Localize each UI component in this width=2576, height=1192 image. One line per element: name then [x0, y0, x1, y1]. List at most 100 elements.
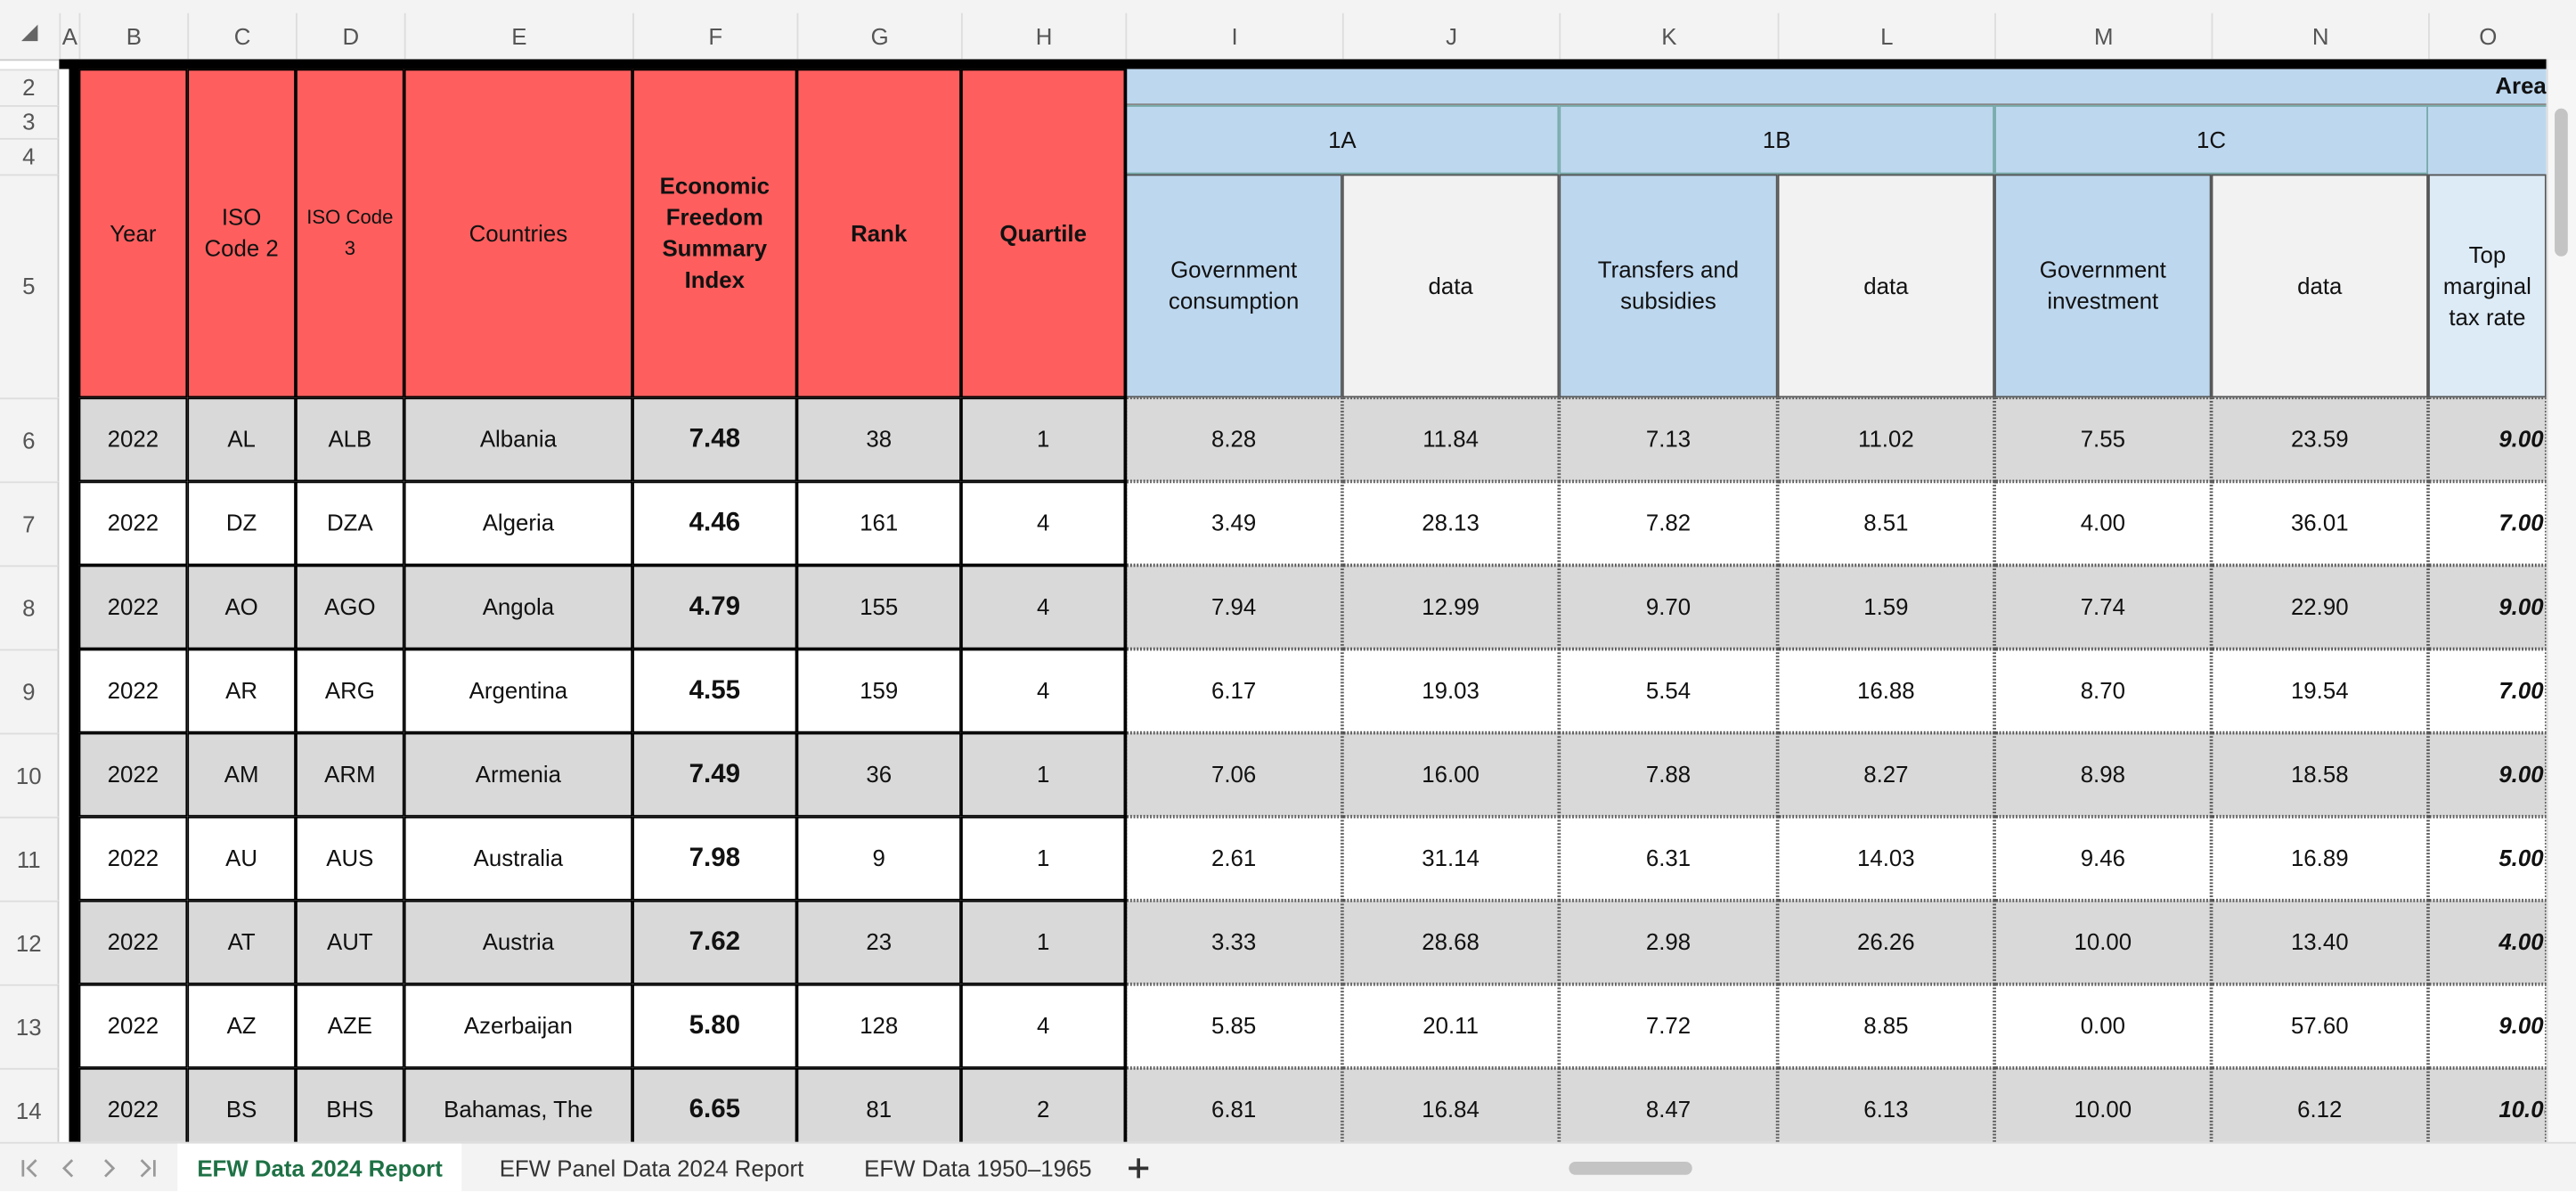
row-number[interactable]: 12: [0, 900, 60, 984]
table-cell[interactable]: 36: [796, 732, 961, 817]
table-cell[interactable]: Armenia: [404, 732, 633, 817]
table-cell[interactable]: 4.00: [1994, 481, 2212, 566]
table-cell[interactable]: 81: [796, 1067, 961, 1142]
column-letter[interactable]: N: [2211, 12, 2428, 60]
table-cell[interactable]: 7.06: [1125, 732, 1342, 817]
table-cell[interactable]: 5.80: [632, 984, 797, 1068]
row-number[interactable]: 9: [0, 649, 60, 733]
table-cell[interactable]: Australia: [404, 816, 633, 901]
table-cell[interactable]: 6.13: [1777, 1067, 1995, 1142]
table-cell[interactable]: 8.51: [1777, 481, 1995, 566]
table-cell[interactable]: 7.74: [1994, 565, 2212, 649]
table-cell[interactable]: 16.89: [2211, 816, 2429, 901]
table-cell[interactable]: 9.46: [1994, 816, 2212, 901]
table-cell[interactable]: 23.59: [2211, 397, 2429, 482]
table-cell[interactable]: AO: [187, 565, 296, 649]
table-cell[interactable]: 10.00: [2428, 1067, 2547, 1142]
table-cell[interactable]: AUT: [295, 900, 404, 984]
table-cell[interactable]: AM: [187, 732, 296, 817]
table-cell[interactable]: 2022: [78, 984, 188, 1068]
sheet-tab[interactable]: EFW Data 1950–1965: [864, 1154, 1092, 1181]
sheet-tab[interactable]: EFW Data 2024 Report: [177, 1143, 462, 1192]
table-cell[interactable]: 9.00: [2428, 984, 2547, 1068]
table-cell[interactable]: 16.88: [1777, 649, 1995, 733]
table-cell[interactable]: 12.99: [1341, 565, 1560, 649]
table-cell[interactable]: 4: [960, 649, 1126, 733]
table-cell[interactable]: 38: [796, 397, 961, 482]
table-cell[interactable]: 5.85: [1125, 984, 1342, 1068]
table-cell[interactable]: ARM: [295, 732, 404, 817]
table-cell[interactable]: 10.00: [1994, 900, 2212, 984]
table-cell[interactable]: 11.84: [1341, 397, 1560, 482]
table-cell[interactable]: 14.03: [1777, 816, 1995, 901]
row-number[interactable]: 8: [0, 565, 60, 649]
table-cell[interactable]: 7.13: [1559, 397, 1778, 482]
table-cell[interactable]: 2022: [78, 816, 188, 901]
table-cell[interactable]: 8.47: [1559, 1067, 1778, 1142]
table-cell[interactable]: AU: [187, 816, 296, 901]
table-cell[interactable]: 10.00: [1994, 1067, 2212, 1142]
table-cell[interactable]: 1: [960, 397, 1126, 482]
table-cell[interactable]: 26.26: [1777, 900, 1995, 984]
table-cell[interactable]: 7.82: [1559, 481, 1778, 566]
table-cell[interactable]: DZ: [187, 481, 296, 566]
table-cell[interactable]: 22.90: [2211, 565, 2429, 649]
table-cell[interactable]: 1: [960, 732, 1126, 817]
column-letter[interactable]: A: [59, 12, 78, 60]
table-cell[interactable]: 161: [796, 481, 961, 566]
table-cell[interactable]: 4: [960, 481, 1126, 566]
table-cell[interactable]: 4.00: [2428, 900, 2547, 984]
table-cell[interactable]: AUS: [295, 816, 404, 901]
table-cell[interactable]: Angola: [404, 565, 633, 649]
table-cell[interactable]: 155: [796, 565, 961, 649]
row-number[interactable]: 10: [0, 732, 60, 817]
table-cell[interactable]: 2022: [78, 481, 188, 566]
table-cell[interactable]: 5.54: [1559, 649, 1778, 733]
table-cell[interactable]: 7.48: [632, 397, 797, 482]
table-cell[interactable]: AT: [187, 900, 296, 984]
table-cell[interactable]: 28.13: [1341, 481, 1560, 566]
sheet-tab[interactable]: EFW Panel Data 2024 Report: [499, 1154, 804, 1181]
table-cell[interactable]: 4.79: [632, 565, 797, 649]
table-cell[interactable]: 8.98: [1994, 732, 2212, 817]
row-number[interactable]: 4: [0, 137, 60, 175]
table-cell[interactable]: 7.94: [1125, 565, 1342, 649]
table-cell[interactable]: 7.98: [632, 816, 797, 901]
table-cell[interactable]: DZA: [295, 481, 404, 566]
table-cell[interactable]: 6.17: [1125, 649, 1342, 733]
table-cell[interactable]: 57.60: [2211, 984, 2429, 1068]
table-cell[interactable]: 8.85: [1777, 984, 1995, 1068]
column-letter[interactable]: G: [796, 12, 961, 60]
select-all[interactable]: [20, 23, 39, 43]
table-cell[interactable]: 20.11: [1341, 984, 1560, 1068]
table-cell[interactable]: ARG: [295, 649, 404, 733]
table-cell[interactable]: 16.00: [1341, 732, 1560, 817]
table-cell[interactable]: Bahamas, The: [404, 1067, 633, 1142]
table-cell[interactable]: 4: [960, 565, 1126, 649]
table-cell[interactable]: 7.88: [1559, 732, 1778, 817]
table-cell[interactable]: 7.55: [1994, 397, 2212, 482]
table-cell[interactable]: 159: [796, 649, 961, 733]
column-letter[interactable]: L: [1777, 12, 1994, 60]
table-cell[interactable]: 1.59: [1777, 565, 1995, 649]
table-cell[interactable]: 9.00: [2428, 732, 2547, 817]
table-cell[interactable]: 23: [796, 900, 961, 984]
table-cell[interactable]: 7.00: [2428, 649, 2547, 733]
table-cell[interactable]: 2022: [78, 649, 188, 733]
column-letter[interactable]: H: [960, 12, 1125, 60]
table-cell[interactable]: 9.00: [2428, 397, 2547, 482]
table-cell[interactable]: BS: [187, 1067, 296, 1142]
table-cell[interactable]: 7.62: [632, 900, 797, 984]
column-letter[interactable]: M: [1994, 12, 2211, 60]
tab-navigation[interactable]: [13, 1155, 161, 1182]
vertical-scrollbar[interactable]: [2546, 59, 2576, 1142]
row-number[interactable]: 13: [0, 984, 60, 1068]
table-cell[interactable]: 5.00: [2428, 816, 2547, 901]
table-cell[interactable]: 9: [796, 816, 961, 901]
table-cell[interactable]: 6.81: [1125, 1067, 1342, 1142]
table-cell[interactable]: 2022: [78, 397, 188, 482]
table-cell[interactable]: 3.33: [1125, 900, 1342, 984]
row-number[interactable]: 2: [0, 69, 60, 106]
table-cell[interactable]: 36.01: [2211, 481, 2429, 566]
table-cell[interactable]: 11.02: [1777, 397, 1995, 482]
